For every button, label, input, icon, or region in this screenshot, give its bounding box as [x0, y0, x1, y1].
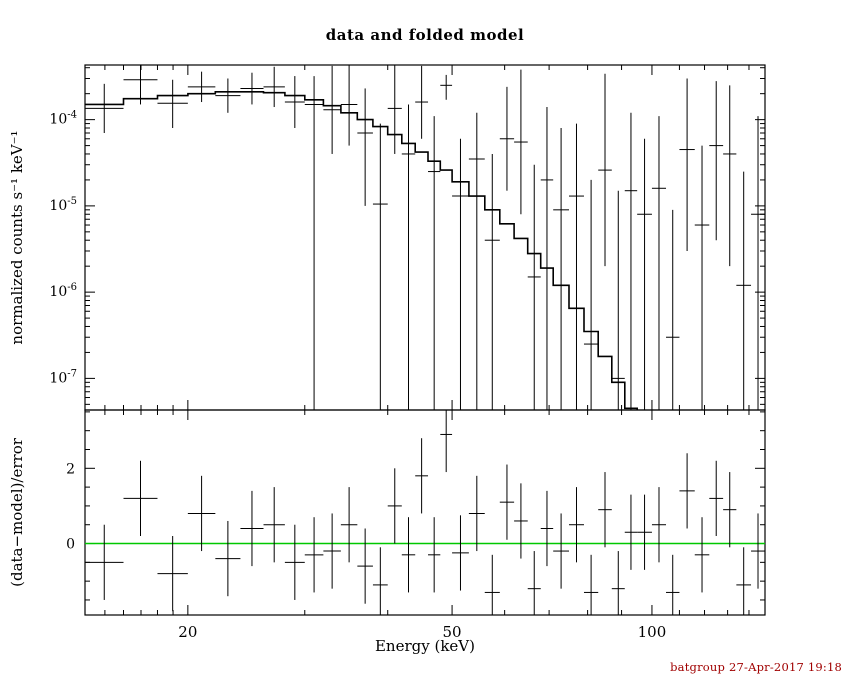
x-axis-title: Energy (keV) — [375, 637, 475, 655]
y-tick-label: 10-6 — [49, 282, 77, 300]
y-tick-label: 10-5 — [49, 196, 77, 214]
y-axis-title-top: normalized counts s⁻¹ keV⁻¹ — [8, 130, 26, 344]
y-tick-label: 0 — [66, 537, 75, 553]
y-tick-label: 10-4 — [49, 110, 77, 128]
x-tick-label: 50 — [443, 623, 462, 641]
y-tick-label: 10-7 — [49, 368, 77, 386]
plot-footer-timestamp: batgroup 27-Apr-2017 19:18 — [670, 660, 842, 674]
x-tick-label: 20 — [178, 623, 197, 641]
bottom-panel-frame — [84, 409, 766, 616]
folded-model-line — [85, 91, 638, 410]
plot-title: data and folded model — [325, 26, 525, 44]
y-tick-label: 2 — [66, 461, 75, 477]
x-tick-label: 100 — [638, 623, 667, 641]
y-axis-title-bottom: (data−model)/error — [8, 437, 26, 587]
